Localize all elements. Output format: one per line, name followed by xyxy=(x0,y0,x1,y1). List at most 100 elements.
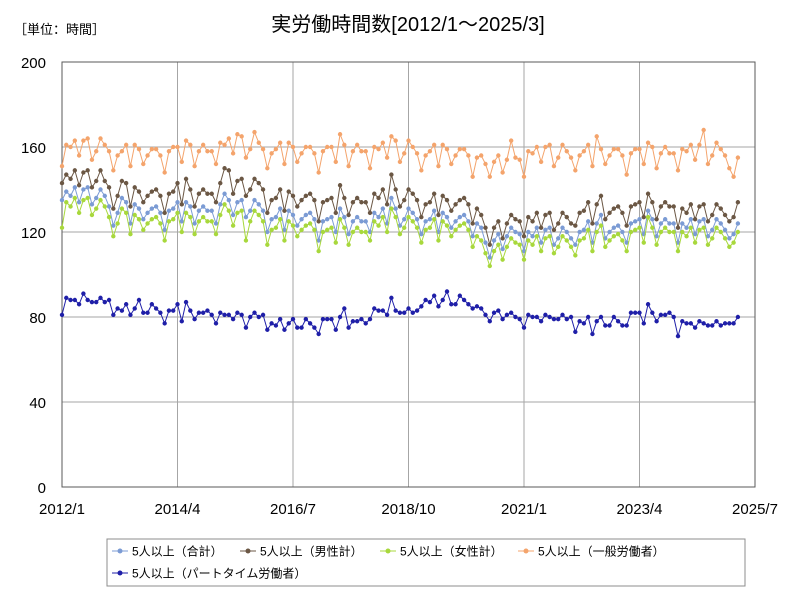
data-point-male xyxy=(158,193,163,199)
data-point-male xyxy=(547,210,552,216)
data-point-female xyxy=(145,221,150,226)
data-point-male xyxy=(209,191,214,196)
data-point-female xyxy=(692,240,698,245)
data-point-total xyxy=(252,197,257,203)
data-point-general-workers xyxy=(735,155,741,160)
data-point-part-time-workers xyxy=(684,321,689,326)
data-point-total xyxy=(453,219,458,224)
data-point-general-workers xyxy=(491,159,497,165)
data-point-part-time-workers xyxy=(94,299,99,305)
data-point-part-time-workers xyxy=(714,319,719,324)
data-point-female xyxy=(359,229,364,235)
x-tick-label: 2018/10 xyxy=(381,501,435,518)
data-point-total xyxy=(123,200,129,205)
data-point-female xyxy=(560,234,565,239)
series-general-workers xyxy=(59,127,741,179)
data-point-general-workers xyxy=(590,163,595,169)
data-point-male xyxy=(205,191,210,196)
data-point-female xyxy=(573,253,578,258)
data-point-male xyxy=(517,219,522,224)
data-point-part-time-workers xyxy=(325,316,330,322)
data-point-total xyxy=(645,208,651,213)
data-point-part-time-workers xyxy=(256,314,261,320)
data-point-male xyxy=(675,225,681,230)
data-point-general-workers xyxy=(277,140,283,145)
data-point-part-time-workers xyxy=(363,321,368,326)
data-point-male xyxy=(402,197,407,203)
data-point-total xyxy=(196,208,202,213)
data-point-part-time-workers xyxy=(76,302,82,307)
data-point-total xyxy=(658,221,664,226)
data-point-total xyxy=(372,210,377,216)
data-point-female xyxy=(320,229,326,235)
data-point-part-time-workers xyxy=(303,316,309,322)
data-point-part-time-workers xyxy=(153,306,159,311)
data-point-male xyxy=(196,191,202,196)
data-point-male xyxy=(662,200,668,205)
data-point-general-workers xyxy=(436,163,441,169)
data-point-total xyxy=(461,212,467,218)
data-point-general-workers xyxy=(119,149,125,154)
legend-marker xyxy=(385,548,391,554)
data-point-female xyxy=(372,219,377,224)
data-point-total xyxy=(500,246,505,252)
data-point-male xyxy=(637,200,642,205)
data-point-female xyxy=(243,238,249,243)
data-point-female xyxy=(483,251,488,256)
data-point-total xyxy=(325,217,330,222)
data-point-total xyxy=(577,229,582,235)
data-point-female xyxy=(620,238,625,243)
data-point-part-time-workers xyxy=(551,316,557,322)
data-point-general-workers xyxy=(431,142,437,148)
data-point-general-workers xyxy=(72,138,78,143)
data-point-part-time-workers xyxy=(556,316,561,322)
data-point-general-workers xyxy=(714,140,719,145)
data-point-male xyxy=(431,191,437,196)
data-point-male xyxy=(731,214,736,220)
data-point-female xyxy=(299,227,304,233)
data-point-part-time-workers xyxy=(98,295,103,301)
data-point-part-time-workers xyxy=(123,302,129,307)
data-point-general-workers xyxy=(444,146,450,152)
data-point-male xyxy=(479,212,484,218)
data-point-general-workers xyxy=(376,146,381,152)
data-point-female xyxy=(406,214,411,220)
legend-label: 5人以上（一般労働者） xyxy=(538,544,665,559)
data-point-female xyxy=(487,263,492,269)
data-point-female xyxy=(479,238,484,243)
data-point-total xyxy=(581,227,587,233)
data-point-female xyxy=(153,214,159,220)
data-point-part-time-workers xyxy=(727,321,732,326)
data-point-female xyxy=(645,214,651,220)
data-point-total xyxy=(359,219,364,224)
data-point-male xyxy=(406,187,411,192)
data-point-female xyxy=(213,231,219,237)
data-point-female xyxy=(727,244,732,250)
data-point-part-time-workers xyxy=(222,312,227,318)
data-point-male xyxy=(337,183,343,188)
data-point-total xyxy=(491,238,497,243)
data-point-female xyxy=(637,225,642,230)
data-point-total xyxy=(158,210,163,216)
data-point-male xyxy=(641,214,646,220)
data-point-part-time-workers xyxy=(470,306,475,311)
data-point-male xyxy=(136,189,142,194)
data-point-total xyxy=(389,195,394,201)
data-point-general-workers xyxy=(560,142,565,148)
data-point-total xyxy=(466,219,471,224)
data-point-male xyxy=(410,191,415,196)
data-point-female xyxy=(419,240,424,245)
data-point-general-workers xyxy=(337,132,343,137)
data-point-female xyxy=(526,238,531,243)
unit-label: ［単位：時間］ xyxy=(14,22,105,37)
data-point-female xyxy=(166,219,172,224)
data-point-general-workers xyxy=(166,149,172,154)
data-point-male xyxy=(568,221,574,226)
data-point-part-time-workers xyxy=(372,306,377,311)
data-point-general-workers xyxy=(419,168,424,173)
data-point-part-time-workers xyxy=(667,310,672,315)
data-point-female xyxy=(547,234,552,239)
data-point-female xyxy=(658,229,664,235)
data-point-total xyxy=(650,217,655,222)
